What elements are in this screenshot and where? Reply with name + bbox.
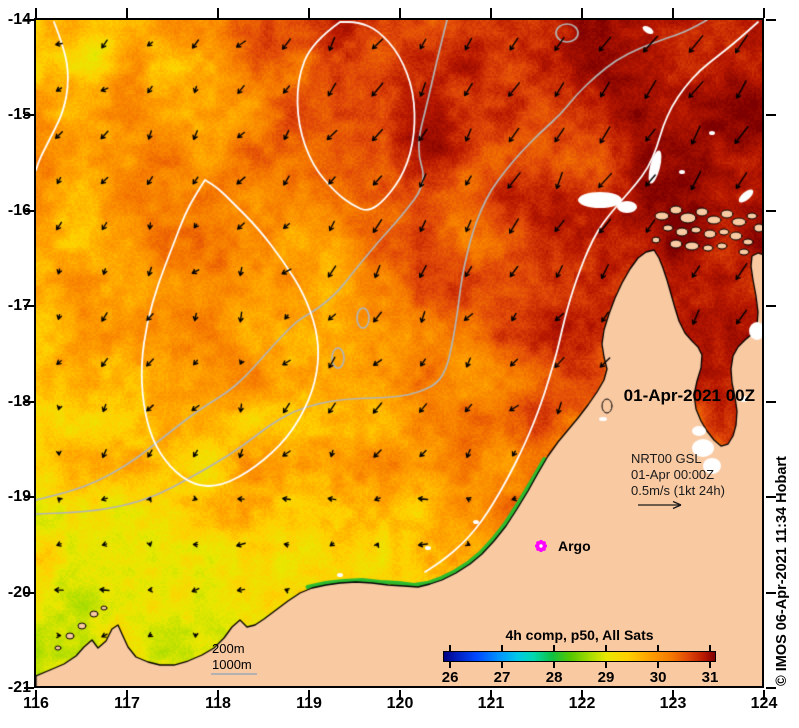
depth-1000m-line-sample <box>211 673 257 675</box>
vector-legend-line1: NRT00 GSL <box>631 451 702 466</box>
colorbar-tick <box>500 645 503 651</box>
axis-tick <box>24 19 34 21</box>
axis-tick <box>35 690 37 700</box>
axis-tick <box>766 496 776 499</box>
y-tick-label: -20 <box>7 583 31 601</box>
colorbar-tick <box>657 645 660 651</box>
y-tick-label: -15 <box>7 106 31 124</box>
y-tick-label: -16 <box>7 201 31 219</box>
depth-legend-200m: 200m <box>212 641 245 656</box>
colorbar-tick <box>708 662 711 668</box>
axis-tick <box>35 8 37 18</box>
axis-tick <box>24 591 34 594</box>
colorbar-tick-label: 31 <box>701 669 719 686</box>
axis-tick <box>217 690 219 700</box>
colorbar-tick-label: 26 <box>441 669 459 686</box>
colorbar <box>443 651 716 662</box>
depth-legend-1000m: 1000m <box>212 657 252 672</box>
colorbar-tick <box>604 662 607 668</box>
credit-text: © IMOS 06-Apr-2021 11:34 Hobart <box>774 456 790 686</box>
colorbar-tick <box>553 662 556 668</box>
colorbar-tick-label: 27 <box>493 669 511 686</box>
colorbar-tick <box>553 645 556 651</box>
sst-map-canvas <box>36 20 764 688</box>
x-tick-label: 121 <box>477 695 505 712</box>
colorbar-tick-label: 30 <box>649 669 667 686</box>
y-tick-label: -17 <box>7 297 31 315</box>
axis-tick <box>766 400 776 403</box>
colorbar-tick-label: 29 <box>597 669 615 686</box>
axis-tick <box>766 591 776 594</box>
map-date-label: 01-Apr-2021 00Z <box>623 386 755 405</box>
axis-tick <box>308 8 310 18</box>
x-tick-label: 122 <box>568 695 596 712</box>
y-tick-label: -18 <box>7 392 31 410</box>
x-tick-label: 119 <box>296 695 322 712</box>
x-tick-label: 116 <box>23 695 49 712</box>
axis-tick <box>763 690 765 700</box>
axis-tick <box>766 305 776 308</box>
axis-tick <box>399 690 401 700</box>
colorbar-tick <box>449 645 452 651</box>
axis-tick <box>126 690 128 700</box>
y-tick-label: -19 <box>7 488 31 506</box>
axis-tick <box>490 8 492 18</box>
axis-tick <box>24 209 34 212</box>
axis-tick <box>24 305 34 308</box>
y-tick-label: -14 <box>7 11 31 28</box>
axis-tick <box>217 8 219 18</box>
argo-float-marker-icon <box>534 539 548 553</box>
axis-tick <box>399 8 401 18</box>
axis-tick <box>672 690 674 700</box>
scale-arrow-icon <box>638 500 682 510</box>
axis-tick <box>766 19 776 21</box>
colorbar-tick <box>604 645 607 651</box>
x-tick-label: 120 <box>386 695 414 712</box>
colorbar-tick-label: 28 <box>545 669 563 686</box>
depth-contour-legend: 200m 1000m <box>212 641 252 673</box>
axis-tick <box>581 690 583 700</box>
x-tick-label: 123 <box>659 695 687 712</box>
vector-legend: NRT00 GSL 01-Apr 00:00Z 0.5m/s (1kt 24h) <box>631 451 725 499</box>
axis-tick <box>672 8 674 18</box>
x-tick-label: 117 <box>114 695 140 712</box>
x-tick-label: 124 <box>750 695 778 712</box>
axis-tick <box>581 8 583 18</box>
x-tick-label: 118 <box>205 695 231 712</box>
axis-tick <box>308 690 310 700</box>
axis-tick <box>766 114 776 117</box>
axis-tick <box>763 8 765 18</box>
axis-tick <box>490 690 492 700</box>
colorbar-tick <box>500 662 503 668</box>
colorbar-tick <box>449 662 452 668</box>
axis-tick <box>766 687 776 689</box>
colorbar-tick <box>657 662 660 668</box>
axis-tick <box>24 114 34 117</box>
colorbar-title: 4h comp, p50, All Sats <box>505 627 654 643</box>
axis-tick <box>24 687 34 689</box>
colorbar-tick <box>708 645 711 651</box>
axis-tick <box>766 209 776 212</box>
vector-legend-line2: 01-Apr 00:00Z <box>631 467 715 482</box>
vector-legend-line3: 0.5m/s (1kt 24h) <box>631 483 725 498</box>
axis-tick <box>126 8 128 18</box>
axis-tick <box>24 400 34 403</box>
argo-label: Argo <box>558 538 591 554</box>
y-tick-label: -21 <box>7 679 31 696</box>
axis-tick <box>24 496 34 499</box>
